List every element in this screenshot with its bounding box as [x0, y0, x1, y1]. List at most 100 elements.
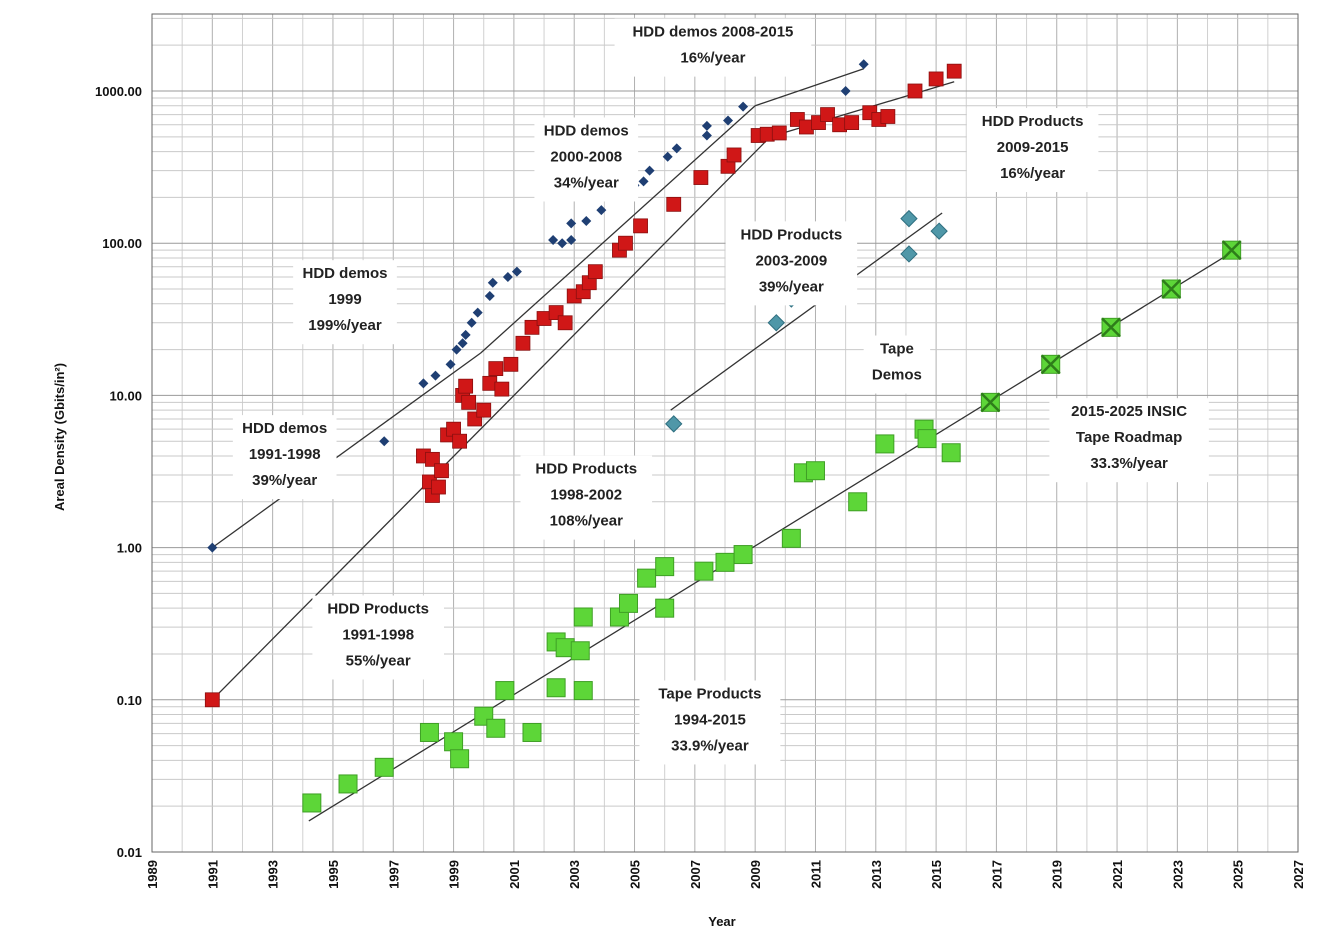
- annotation-ann_tape_products: Tape Products 1994-2015 33.9%/year: [639, 680, 781, 765]
- point-hdd_demos: [511, 266, 522, 277]
- annotation-line: 33.3%/year: [1090, 455, 1168, 472]
- point-hdd_demos: [548, 234, 559, 245]
- point-hdd_products: [693, 170, 709, 185]
- annotation-box: [534, 117, 639, 202]
- point-tape_products: [546, 678, 566, 698]
- x-tick-label: 2015: [929, 860, 944, 889]
- annotation-line: 34%/year: [554, 174, 619, 191]
- annotation-box: [639, 680, 781, 765]
- trendline-tape_products: [308, 248, 1239, 822]
- annotation-line: 199%/year: [308, 317, 382, 334]
- point-tape_products: [338, 774, 358, 794]
- annotation-line: Demos: [872, 367, 922, 384]
- annotation-line: 39%/year: [759, 278, 824, 295]
- trendline-hdd_demos_1991_1998: [211, 352, 482, 549]
- point-insic_roadmap: [980, 392, 1001, 413]
- point-hdd_demos: [840, 86, 851, 96]
- point-hdd_demos: [457, 338, 468, 349]
- point-hdd_products: [771, 125, 787, 141]
- point-hdd_demos: [557, 238, 568, 249]
- point-hdd_products: [515, 335, 531, 351]
- point-tape_products: [444, 732, 464, 752]
- annotation-line: Tape: [880, 341, 914, 358]
- point-hdd_demos: [466, 317, 477, 328]
- point-insic_roadmap: [1040, 354, 1061, 375]
- point-hdd_products: [844, 115, 860, 130]
- x-tick-label: 2001: [507, 860, 522, 889]
- x-tick-label: 2023: [1170, 860, 1185, 889]
- point-insic_roadmap: [1221, 240, 1242, 261]
- y-tick-label: 1.00: [117, 541, 142, 556]
- plot-frame: [151, 13, 1299, 853]
- point-tape_products: [805, 461, 825, 481]
- point-hdd_demos: [566, 218, 577, 229]
- trendline-tape_demos: [670, 212, 943, 411]
- point-hdd_products: [476, 402, 492, 418]
- point-tape_products: [374, 757, 394, 777]
- annotation-ann_hdd_demos_2008: HDD demos 2008-2015 16%/year: [614, 18, 812, 77]
- point-tape_demos: [930, 222, 948, 240]
- point-hdd_demos: [484, 290, 495, 301]
- point-hdd_demos: [379, 436, 390, 447]
- point-hdd_demos: [430, 370, 441, 381]
- annotation-line: HDD demos: [242, 420, 327, 437]
- point-tape_products: [655, 598, 675, 618]
- point-hdd_products: [880, 109, 896, 124]
- point-hdd_demos: [644, 165, 655, 176]
- annotation-line: 1999: [328, 291, 361, 308]
- trendline-hdd_demos_2008_2015: [754, 68, 864, 107]
- annotation-line: 33.9%/year: [671, 737, 749, 754]
- x-tick-label: 2025: [1231, 860, 1246, 889]
- annotation-line: HDD demos: [303, 265, 388, 282]
- annotation-ann_hdd_products_1991: HDD Products 1991-1998 55%/year: [312, 595, 444, 680]
- point-tape_products: [848, 492, 868, 512]
- point-tape_products: [655, 557, 675, 577]
- annotation-line: 2003-2009: [755, 252, 827, 269]
- y-axis-title: Areal Density (Gbits/in²): [52, 363, 67, 511]
- annotation-line: Tape Products: [658, 685, 761, 702]
- point-tape_products: [573, 607, 593, 627]
- x-tick-label: 1997: [386, 860, 401, 889]
- annotation-box: [312, 595, 444, 680]
- point-hdd_demos: [445, 359, 456, 370]
- point-hdd_products: [434, 463, 449, 479]
- point-tape_products: [486, 718, 506, 738]
- y-tick-label: 0.01: [117, 845, 142, 860]
- point-hdd_demos: [487, 277, 498, 288]
- point-hdd_demos: [671, 143, 682, 154]
- point-tape_products: [917, 429, 937, 449]
- annotation-ann_hdd_demos_1999: HDD demos 1999 199%/year: [293, 260, 397, 345]
- point-hdd_demos: [596, 205, 607, 216]
- annotation-line: HDD demos 2008-2015: [632, 24, 793, 41]
- x-tick-label: 2009: [748, 860, 763, 889]
- annotation-line: 55%/year: [346, 653, 411, 670]
- x-tick-label: 1995: [326, 860, 341, 889]
- point-hdd_demos: [418, 378, 429, 389]
- annotation-line: 108%/year: [550, 513, 624, 530]
- x-tick-label: 1991: [205, 860, 220, 889]
- annotation-line: 2015-2025 INSIC: [1071, 403, 1187, 420]
- x-tick-label: 2003: [567, 860, 582, 889]
- annotation-line: HDD demos: [544, 122, 629, 139]
- x-tick-label: 2013: [869, 860, 884, 889]
- point-tape_products: [875, 434, 895, 454]
- point-insic_roadmap: [1161, 279, 1182, 299]
- x-tick-label: 2021: [1110, 860, 1125, 889]
- annotation-ann_hdd_products_2003: HDD Products 2003-2009 39%/year: [725, 221, 858, 306]
- annotation-ann_hdd_demos_2000: HDD demos 2000-2008 34%/year: [534, 117, 639, 202]
- point-tape_demos: [665, 415, 683, 433]
- annotation-line: HDD Products: [327, 601, 429, 618]
- point-hdd_demos: [738, 101, 749, 112]
- point-tape_products: [715, 552, 735, 572]
- point-hdd_products: [524, 319, 540, 335]
- point-hdd_demos: [701, 120, 712, 131]
- annotation-box: [966, 108, 1099, 193]
- annotation-line: 1991-1998: [342, 627, 414, 644]
- annotation-line: HDD Products: [535, 461, 637, 478]
- point-hdd_products: [458, 378, 474, 394]
- point-hdd_demos: [858, 59, 869, 70]
- y-tick-label: 10.00: [109, 388, 142, 403]
- annotation-line: HDD Products: [741, 226, 843, 243]
- annotation-ann_hdd_demos_1991: HDD demos 1991-1998 39%/year: [232, 415, 337, 500]
